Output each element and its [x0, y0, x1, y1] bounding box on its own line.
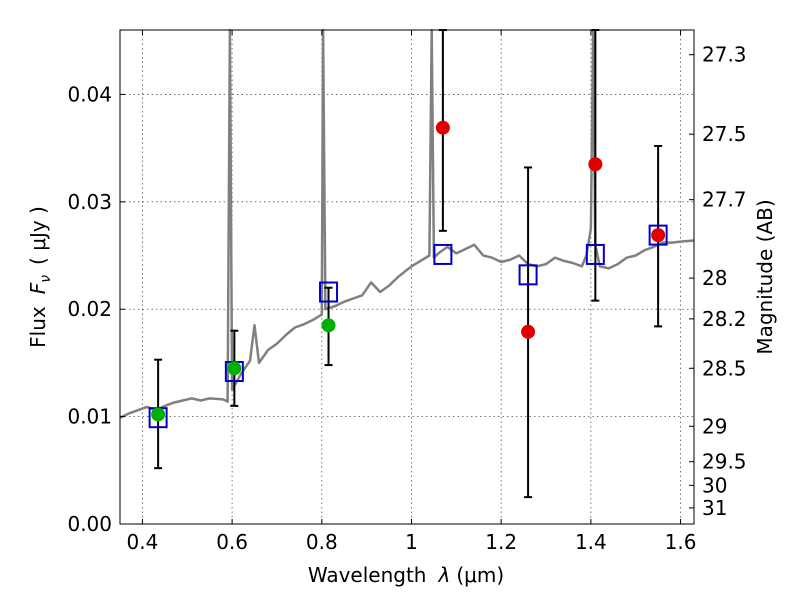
- magnitude-tick-label: 29: [702, 414, 727, 438]
- y2-axis-title: Magnitude (AB): [753, 199, 777, 354]
- observed-flux-point: [435, 120, 450, 135]
- x-tick-label: 0.8: [306, 530, 338, 554]
- observed-flux-point: [227, 361, 242, 376]
- x-tick-label: 1: [405, 530, 418, 554]
- x-tick-label: 1.6: [665, 530, 697, 554]
- model-flux-square: [518, 264, 538, 286]
- magnitude-tick-label: 28.2: [702, 307, 747, 331]
- y-tick-label: 0.04: [67, 82, 112, 106]
- y-tick-label: 0.02: [67, 297, 112, 321]
- y-tick-label: 0.01: [67, 405, 112, 429]
- magnitude-tick-label: 29.5: [702, 450, 747, 474]
- model-flux-square: [585, 243, 605, 265]
- grid: [120, 30, 694, 525]
- data-markers: [148, 120, 668, 429]
- plot-frame: [119, 29, 695, 525]
- spectrum-line: [119, 28, 695, 419]
- model-flux-square: [648, 224, 668, 246]
- x-tick-label: 1.4: [575, 530, 607, 554]
- y-tick-label: 0.03: [67, 190, 112, 214]
- x-tick-label: 0.6: [216, 530, 248, 554]
- magnitude-tick-label: 28: [702, 266, 727, 290]
- spectrum-series: [119, 28, 695, 419]
- magnitude-tick-label: 28.5: [702, 356, 747, 380]
- observed-flux-point: [521, 324, 536, 339]
- model-flux-square: [319, 281, 339, 303]
- x-axis-ticks: 0.4 0.6 0.8 1 1.2 1.4 1.6: [127, 30, 697, 554]
- model-flux-square: [433, 243, 453, 265]
- observed-flux-point: [151, 407, 166, 422]
- x-tick-label: 1.2: [485, 530, 517, 554]
- magnitude-tick-label: 27.7: [702, 188, 747, 212]
- x-tick-label: 0.4: [127, 530, 159, 554]
- magnitude-tick-label: 27.5: [702, 122, 747, 146]
- y-tick-label: 0.00: [67, 512, 112, 536]
- observed-flux-point: [651, 228, 666, 243]
- y-axis-title: FluxFν( μJy ): [26, 206, 54, 348]
- magnitude-tick-label: 27.3: [702, 43, 747, 67]
- observed-flux-point: [321, 318, 336, 333]
- y-axis-ticks: 0.00 0.01 0.02 0.03 0.04: [67, 82, 125, 536]
- magnitude-tick-label: 30: [702, 473, 727, 497]
- magnitude-tick-label: 31: [702, 496, 727, 520]
- x-axis-title: Wavelength λ (μm): [308, 563, 504, 587]
- observed-flux-point: [588, 157, 603, 172]
